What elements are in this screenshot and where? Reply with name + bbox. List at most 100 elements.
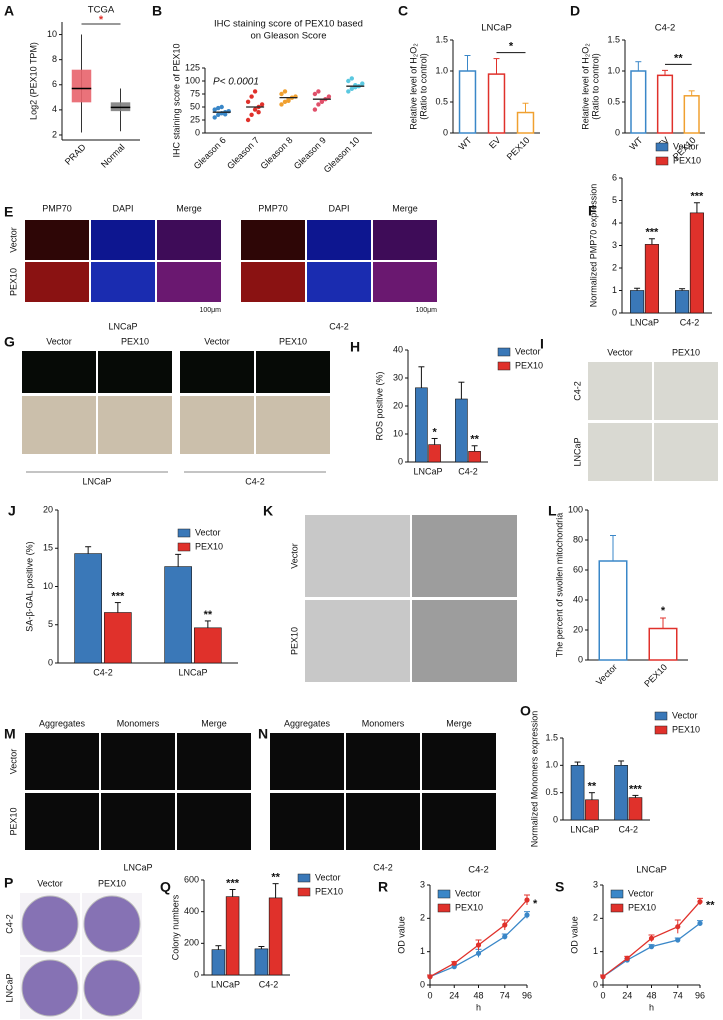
data-point xyxy=(279,102,284,107)
x-tick-label: 96 xyxy=(522,990,532,1000)
micrograph xyxy=(256,351,330,393)
legend-swatch xyxy=(654,725,668,735)
row-label: Vector xyxy=(8,227,18,253)
micrograph xyxy=(270,733,344,790)
data-point xyxy=(282,99,288,105)
legend-label: Vector xyxy=(628,888,654,898)
micrograph xyxy=(177,793,251,850)
legend-label: PEX10 xyxy=(628,902,656,912)
data-point xyxy=(360,81,365,86)
legend-label: PEX10 xyxy=(673,155,701,165)
micrograph xyxy=(241,262,305,302)
legend-label: Vector xyxy=(672,710,698,720)
data-point xyxy=(245,99,251,105)
column-label: Merge xyxy=(446,718,472,728)
micrograph xyxy=(25,262,89,302)
data-point xyxy=(312,91,318,97)
micrograph xyxy=(307,262,371,302)
x-tick-label: PEX10 xyxy=(505,135,532,162)
row-label: C4-2 xyxy=(572,381,582,401)
x-tick-label: 24 xyxy=(622,990,632,1000)
data-point xyxy=(286,98,291,103)
row-label: LNCaP xyxy=(572,437,582,466)
chart-title: TCGA xyxy=(88,5,115,16)
data-point xyxy=(216,112,221,118)
scale-bar-label: 100μm xyxy=(199,307,221,314)
micrograph xyxy=(373,262,437,302)
y-tick-label: 125 xyxy=(185,62,200,72)
column-label: Vector xyxy=(204,336,230,346)
marker xyxy=(675,937,681,943)
y-axis-label: Normalized PMP70 expression xyxy=(588,184,598,308)
chart-title: on Gleason Score xyxy=(250,31,326,42)
bar xyxy=(74,553,102,664)
significance: * xyxy=(661,605,666,617)
y-axis-label: IHC staining score of PEX10 xyxy=(171,43,181,157)
micrograph xyxy=(157,220,221,260)
data-point xyxy=(245,117,251,123)
panel-letter: A xyxy=(4,3,14,19)
bar xyxy=(598,560,628,661)
y-tick-label: 0 xyxy=(612,307,617,317)
legend-label: Vector xyxy=(195,527,221,537)
y-tick-label: 0 xyxy=(48,657,53,667)
x-tick-label: Gleason 10 xyxy=(322,135,362,175)
micrograph xyxy=(25,793,99,850)
significance: * xyxy=(432,426,437,438)
legend-label: PEX10 xyxy=(515,360,543,370)
column-label: Merge xyxy=(392,203,418,213)
x-tick-label: Vector xyxy=(594,662,619,687)
significance: *** xyxy=(226,877,240,889)
marker xyxy=(451,960,457,966)
panel-letter: B xyxy=(152,3,162,19)
x-tick-label: 24 xyxy=(449,990,459,1000)
x-tick-label: 48 xyxy=(473,990,483,1000)
y-tick-label: 8 xyxy=(52,54,57,64)
x-tick-label: Gleason 7 xyxy=(225,135,261,171)
bar xyxy=(428,444,441,463)
micrograph xyxy=(157,262,221,302)
legend-label: PEX10 xyxy=(455,902,483,912)
y-tick-label: 25 xyxy=(190,114,200,124)
micrograph xyxy=(422,793,496,850)
bar xyxy=(487,73,506,134)
significance: *** xyxy=(646,227,660,239)
chart-title: C4-2 xyxy=(468,865,489,876)
y-axis-label: (Ratio to control) xyxy=(590,53,600,120)
y-tick-label: 0 xyxy=(593,979,598,989)
column-label: Monomers xyxy=(117,718,160,728)
data-point xyxy=(326,94,332,99)
bar xyxy=(648,627,678,661)
legend-swatch xyxy=(437,889,451,899)
y-tick-label: 2 xyxy=(52,129,57,139)
annotation: P< 0.0001 xyxy=(213,77,259,88)
row-label: LNCaP xyxy=(4,973,14,1002)
micrograph xyxy=(305,515,410,597)
y-tick-label: 2 xyxy=(612,262,617,272)
y-tick-label: 1.5 xyxy=(545,732,558,742)
data-point xyxy=(256,110,261,115)
marker xyxy=(648,944,655,950)
micrograph xyxy=(270,793,344,850)
panel-letter: K xyxy=(263,503,273,519)
y-tick-label: 5 xyxy=(612,195,617,205)
legend-swatch xyxy=(177,542,191,552)
legend-label: Vector xyxy=(673,141,699,151)
x-tick-label: LNCaP xyxy=(630,317,659,327)
y-tick-label: 80 xyxy=(573,534,583,544)
y-tick-label: 600 xyxy=(184,874,199,884)
micrograph xyxy=(101,793,175,850)
line xyxy=(602,922,701,978)
panel-letter: M xyxy=(4,726,16,742)
significance: *** xyxy=(629,783,643,795)
y-tick-label: 100 xyxy=(568,504,583,514)
significance: ** xyxy=(674,52,683,64)
legend-swatch xyxy=(655,156,669,166)
micrograph xyxy=(373,220,437,260)
significance: *** xyxy=(111,590,125,602)
y-tick-label: 20 xyxy=(573,624,583,634)
box xyxy=(71,69,92,103)
marker xyxy=(475,950,482,956)
column-label: PEX10 xyxy=(98,878,126,888)
y-tick-label: 10 xyxy=(43,581,53,591)
